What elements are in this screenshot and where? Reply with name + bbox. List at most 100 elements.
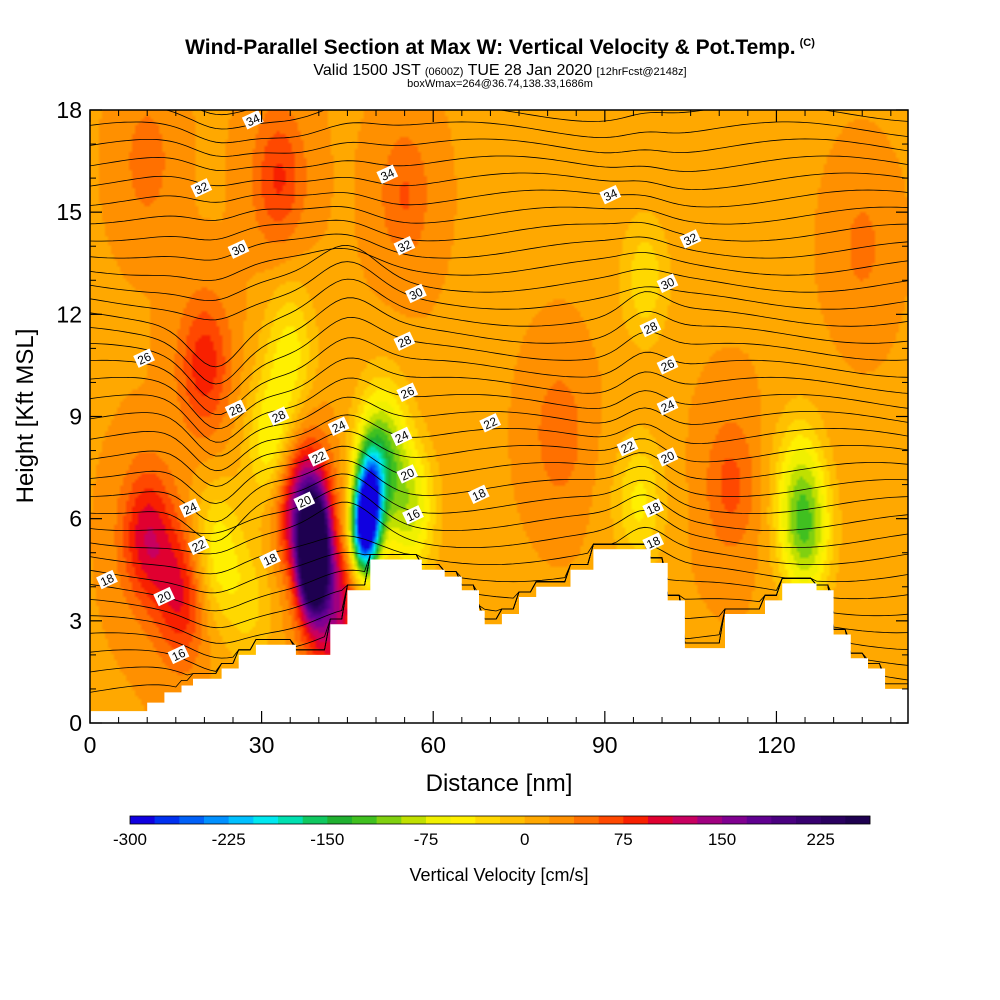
- contour-label: 32: [190, 178, 213, 198]
- contour-label-text: 32: [396, 237, 414, 255]
- contour-label-text: 18: [261, 550, 279, 568]
- contour-label: 22: [307, 447, 330, 467]
- contour-label-bg: [656, 396, 679, 416]
- contour-label-bg: [390, 426, 413, 447]
- contour-label-text: 34: [378, 165, 396, 183]
- valid-time-utc: (0600Z): [424, 66, 464, 78]
- contour-label-text: 26: [135, 349, 153, 367]
- colorbar-swatch: [278, 816, 303, 824]
- contour-label-text: 16: [404, 506, 422, 524]
- contour-label: 28: [639, 317, 662, 338]
- contour-label-bg: [656, 447, 679, 467]
- contour-label-bg: [178, 498, 201, 518]
- theta-contour-line: [90, 206, 908, 225]
- contour-label: 20: [153, 586, 176, 607]
- contour-label-text: 18: [644, 533, 662, 551]
- y-axis-title: Height [Kft MSL]: [12, 329, 39, 504]
- contour-label: 20: [293, 491, 316, 511]
- colorbar-swatch: [475, 816, 501, 824]
- colorbar-swatch: [746, 816, 772, 824]
- contour-label-bg: [467, 484, 490, 505]
- colorbar-swatch: [401, 816, 427, 824]
- theta-contour-line: [90, 526, 908, 575]
- theta-contour-line: [90, 62, 908, 99]
- y-tick-label: 6: [69, 506, 82, 532]
- colorbar-tick-label: 225: [807, 830, 835, 849]
- contour-label-bg: [293, 491, 316, 511]
- colorbar-swatch: [598, 816, 624, 824]
- contour-label-bg: [599, 184, 622, 205]
- contour-label-text: 24: [330, 417, 348, 435]
- contour-label: 34: [241, 110, 264, 130]
- theta-contour-line: [90, 473, 908, 542]
- contour-label: 22: [616, 437, 639, 457]
- contour-label: 24: [656, 396, 679, 416]
- colorbar-swatch: [327, 816, 353, 824]
- y-tick-label: 18: [56, 97, 82, 123]
- contour-label: 18: [642, 498, 665, 518]
- theta-contour-line: [90, 233, 908, 261]
- x-tick-label: 0: [84, 732, 97, 758]
- contour-label-bg: [267, 406, 290, 426]
- contour-label: 18: [259, 549, 281, 569]
- contour-label-text: 22: [619, 438, 637, 456]
- contour-label-text: 22: [310, 448, 328, 466]
- contour-label-text: 26: [398, 383, 416, 401]
- theta-contour-line: [90, 396, 908, 457]
- colorbar-tick-label: -75: [414, 830, 439, 849]
- contour-label-bg: [190, 178, 213, 198]
- theta-contour-line: [90, 297, 908, 385]
- contour-label-text: 24: [181, 499, 199, 517]
- colorbar-swatch: [376, 816, 402, 824]
- contour-label: 18: [467, 484, 490, 505]
- colorbar: -300 -225 -150 -75 0 75 150 225: [113, 815, 871, 849]
- contour-label-bg: [402, 505, 424, 525]
- colorbar-swatch: [253, 816, 279, 824]
- colorbar-swatch: [302, 816, 328, 824]
- theta-contour-line: [90, 278, 908, 368]
- contour-label: 18: [642, 532, 665, 552]
- theta-contour-line: [90, 247, 908, 281]
- theta-contour-line: [90, 430, 908, 487]
- contour-label-text: 22: [190, 537, 208, 555]
- contour-label-bg: [241, 110, 264, 130]
- theta-contour-line: [90, 501, 908, 555]
- theta-contour-line: [199, 110, 249, 116]
- contour-label-bg: [656, 355, 679, 375]
- theta-contour-line: [90, 337, 908, 416]
- colorbar-swatch: [549, 816, 575, 824]
- colorbar-tick-label: -225: [212, 830, 246, 849]
- colorbar-swatch: [820, 816, 846, 824]
- contour-label-text: 18: [470, 485, 488, 503]
- y-tick-label: 0: [69, 710, 82, 736]
- contour-label-bg: [396, 464, 419, 484]
- x-tick-label: 60: [420, 732, 446, 758]
- contour-label-bg: [642, 532, 665, 552]
- contour-label-text: 28: [270, 407, 288, 425]
- contour-label-bg: [259, 549, 281, 569]
- contour-label-text: 20: [295, 492, 313, 510]
- colorbar-swatch: [845, 816, 871, 824]
- theta-contour-line: [90, 543, 908, 612]
- terrain-mask: [90, 549, 908, 723]
- theta-contour-line: [90, 377, 908, 443]
- contour-label-bg: [133, 348, 155, 368]
- theta-contour-line: [90, 357, 908, 430]
- contour-label: 22: [479, 413, 502, 433]
- contour-label: 18: [96, 569, 118, 590]
- x-tick-label: 90: [592, 732, 618, 758]
- contour-label-bg: [224, 399, 247, 419]
- contour-label-text: 34: [601, 186, 619, 204]
- y-tick-label: 9: [69, 404, 82, 430]
- colorbar-swatch: [130, 816, 155, 824]
- x-tick-label: 120: [757, 732, 795, 758]
- theta-contour-line: [90, 487, 908, 534]
- contour-label: 24: [327, 416, 350, 436]
- contour-label-bg: [376, 164, 399, 184]
- theta-contour-line: [90, 138, 908, 157]
- contour-label-text: 30: [407, 285, 425, 303]
- theta-contour-line: [90, 543, 908, 594]
- contour-label-bg: [327, 416, 350, 436]
- contour-label-bg: [679, 229, 702, 249]
